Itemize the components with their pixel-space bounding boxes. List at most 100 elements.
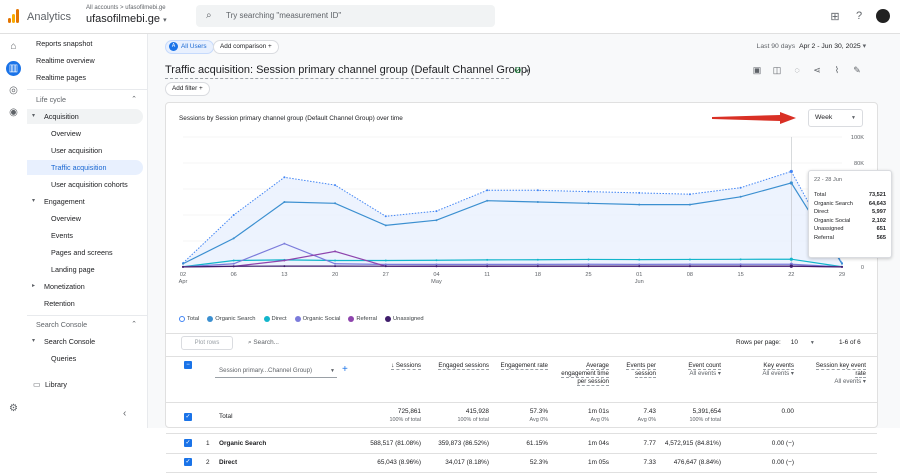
data-point[interactable]	[536, 201, 539, 203]
nav-section-search-console[interactable]: Search Console ⌃	[27, 317, 143, 332]
nav-queries[interactable]: Queries	[51, 354, 77, 363]
total-checkbox[interactable]: ✓	[184, 413, 192, 421]
legend-item[interactable]: Unassigned	[385, 316, 424, 322]
column-header[interactable]: Engagement rate	[498, 362, 548, 370]
data-point[interactable]	[232, 259, 235, 262]
legend-item[interactable]: Organic Search	[207, 316, 256, 322]
data-point[interactable]	[789, 181, 793, 185]
nav-realtime-pages[interactable]: Realtime pages	[36, 73, 86, 82]
nav-retention[interactable]: Retention	[44, 299, 75, 308]
advertising-icon[interactable]: ◉	[9, 107, 18, 118]
data-point[interactable]	[232, 237, 235, 240]
data-point[interactable]	[739, 265, 742, 268]
data-point[interactable]	[384, 263, 387, 266]
data-point[interactable]	[384, 259, 387, 262]
plot-rows-button[interactable]: Plot rows	[181, 336, 233, 350]
data-point[interactable]	[536, 189, 539, 192]
data-point[interactable]	[536, 265, 539, 268]
account-breadcrumb[interactable]: All accounts > ufasofilmebi.ge	[86, 5, 166, 11]
data-point[interactable]	[587, 190, 590, 193]
analytics-logo[interactable]	[8, 9, 20, 23]
trend-icon[interactable]: ⌇	[834, 65, 840, 75]
series-line-organic-search[interactable]	[182, 182, 843, 265]
legend-item[interactable]: Direct	[263, 316, 287, 322]
data-point[interactable]	[232, 262, 235, 265]
nav-acquisition-overview[interactable]: Overview	[51, 129, 81, 138]
data-point[interactable]	[587, 202, 590, 205]
data-point[interactable]	[688, 193, 691, 196]
row-dimension-value[interactable]: Direct	[219, 459, 238, 466]
pencil-icon[interactable]: ✎	[853, 65, 861, 75]
rows-per-page[interactable]: Rows per page: 10 ▼	[736, 339, 815, 346]
legend-item[interactable]: Total	[179, 316, 199, 322]
data-point[interactable]	[334, 250, 337, 253]
data-point[interactable]	[384, 224, 387, 227]
data-point[interactable]	[334, 265, 337, 268]
data-point[interactable]	[688, 203, 691, 206]
data-point[interactable]	[486, 258, 489, 261]
home-icon[interactable]: ⌂	[10, 41, 17, 52]
column-header[interactable]: Average engagement time per session	[554, 362, 609, 386]
data-point[interactable]	[789, 264, 793, 268]
row-checkbox[interactable]: ✓	[184, 439, 192, 447]
table-row[interactable]: ✓ 2 Direct 65,043 (8.96%) 34,017 (8.18%) 52.3…	[166, 453, 877, 472]
column-header[interactable]: Event count All events ▾	[661, 362, 721, 378]
data-point[interactable]	[283, 176, 286, 179]
data-point[interactable]	[435, 219, 438, 222]
data-point[interactable]	[182, 265, 184, 268]
data-point[interactable]	[283, 259, 286, 262]
data-point[interactable]	[638, 258, 641, 261]
gear-icon[interactable]: ⚙	[9, 403, 18, 414]
data-point[interactable]	[638, 263, 641, 266]
column-header[interactable]: Engaged sessions	[434, 362, 489, 370]
compare-icon[interactable]: ◫	[772, 65, 782, 75]
data-point[interactable]	[739, 195, 742, 198]
title-status[interactable]: ⊘ ▾	[514, 65, 529, 76]
sessions-line-chart[interactable]: 100K80K60K40K20K002Apr0613202704May11182…	[166, 103, 877, 315]
nav-user-acquisition-cohorts[interactable]: User acquisition cohorts	[51, 180, 128, 189]
data-point[interactable]	[232, 265, 235, 268]
legend-item[interactable]: Referral	[348, 316, 377, 322]
column-event-filter[interactable]: All events ▾	[834, 378, 866, 385]
data-point[interactable]	[789, 169, 793, 174]
data-point[interactable]	[435, 263, 438, 266]
reports-icon[interactable]: ▥	[6, 61, 21, 76]
column-header[interactable]: Key events All events ▾	[734, 362, 794, 378]
data-point[interactable]	[435, 210, 438, 213]
nav-library[interactable]: ▭ Library	[27, 377, 143, 392]
search-bar[interactable]: ⌕ Try searching "measurement ID"	[196, 5, 495, 27]
nav-engagement[interactable]: ▾ Engagement	[27, 194, 143, 209]
data-point[interactable]	[688, 258, 691, 261]
data-point[interactable]	[638, 265, 641, 268]
series-line-organic-social[interactable]	[182, 242, 843, 268]
help-icon[interactable]: ?	[855, 10, 863, 22]
data-point[interactable]	[587, 265, 590, 268]
legend-item[interactable]: Organic Social	[294, 316, 340, 322]
select-all-checkbox[interactable]: −	[184, 361, 192, 369]
granularity-select[interactable]: Week ▼	[808, 109, 863, 127]
nav-section-life-cycle[interactable]: Life cycle ⌃	[27, 92, 143, 107]
nav-user-acquisition[interactable]: User acquisition	[51, 146, 103, 155]
data-point[interactable]	[182, 262, 184, 265]
data-point[interactable]	[486, 189, 489, 192]
avatar[interactable]	[876, 9, 890, 23]
add-filter-button[interactable]: Add filter +	[165, 82, 210, 96]
data-point[interactable]	[486, 263, 489, 266]
edit-comparison-icon[interactable]: ▣	[752, 65, 762, 75]
data-point[interactable]	[536, 258, 539, 261]
data-point[interactable]	[334, 259, 337, 262]
audience-chip[interactable]: A All Users	[165, 40, 214, 54]
data-point[interactable]	[536, 263, 539, 266]
nav-engagement-overview[interactable]: Overview	[51, 214, 81, 223]
row-checkbox[interactable]: ✓	[184, 458, 192, 466]
data-point[interactable]	[688, 265, 691, 268]
data-point[interactable]	[739, 263, 742, 266]
nav-realtime-overview[interactable]: Realtime overview	[36, 56, 95, 65]
data-point[interactable]	[486, 265, 489, 268]
data-point[interactable]	[739, 186, 742, 189]
nav-acquisition[interactable]: ▾ Acquisition	[27, 109, 143, 124]
data-point[interactable]	[232, 214, 235, 216]
nav-search-console[interactable]: ▾ Search Console	[27, 334, 143, 349]
data-point[interactable]	[334, 202, 337, 205]
table-row[interactable]: ✓ 1 Organic Search 588,517 (81.08%) 359,873 …	[166, 434, 877, 453]
